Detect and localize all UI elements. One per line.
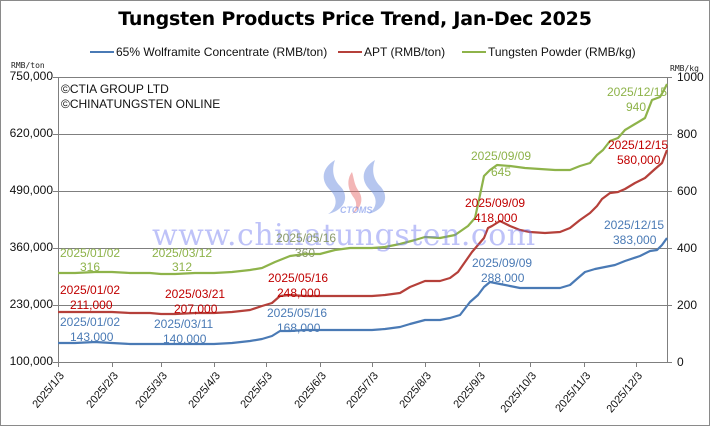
- legend-swatch-powder: [462, 51, 486, 53]
- legend-swatch-apt: [338, 51, 362, 53]
- left-tick: 360,000: [9, 240, 53, 254]
- left-axis-unit: RMB/ton: [11, 61, 45, 70]
- annotation-concentrate-value: 140,000: [163, 332, 207, 346]
- right-tick: 600: [677, 184, 698, 198]
- series-line-powder: [58, 83, 668, 276]
- copyright-line: ©CTIA GROUP LTD: [61, 82, 169, 96]
- annotation-apt-date: 2025/09/09: [465, 196, 526, 210]
- annotation-apt-date: 2025/12/15: [608, 138, 669, 152]
- copyright-line: ©CHINATUNGSTEN ONLINE: [61, 97, 221, 111]
- annotation-concentrate-date: 2025/03/11: [154, 317, 214, 331]
- annotation-apt-date: 2025/03/21: [165, 287, 226, 301]
- annotation-concentrate-date: 2025/09/09: [472, 256, 533, 270]
- annotation-powder-value: 940: [626, 100, 647, 114]
- annotation-apt-date: 2025/01/02: [60, 283, 121, 297]
- annotation-apt-value: 211,000: [70, 298, 113, 312]
- annotation-apt-date: 2025/05/16: [268, 271, 329, 285]
- annotation-powder-value: 312: [172, 260, 193, 274]
- left-tick: 750,000: [9, 69, 53, 83]
- annotation-apt-value: 248,000: [277, 286, 321, 300]
- annotation-concentrate-value: 143,000: [70, 330, 114, 344]
- right-tick: 800: [677, 127, 698, 141]
- right-tick: 200: [677, 298, 698, 312]
- annotation-apt-value: 418,000: [474, 211, 518, 225]
- left-tick: 230,000: [9, 297, 53, 311]
- left-tick: 490,000: [9, 183, 53, 197]
- left-tick: 620,000: [9, 126, 53, 140]
- right-axis-unit: RMB/kg: [670, 64, 699, 73]
- annotation-apt-value: 580,000: [617, 153, 661, 167]
- left-tick: 100,000: [9, 354, 53, 368]
- annotation-concentrate-date: 2025/12/15: [604, 218, 665, 232]
- legend-label: 65% Wolframite Concentrate (RMB/ton): [116, 45, 328, 59]
- annotation-concentrate-date: 2025/05/16: [267, 306, 328, 320]
- legend-label: Tungsten Powder (RMB/kg): [488, 45, 636, 59]
- series-line-concentrate: [58, 237, 668, 346]
- annotation-concentrate-value: 288,000: [481, 271, 525, 285]
- annotation-powder-value: 360: [295, 246, 316, 260]
- annotation-powder-date: 2025/05/16: [276, 231, 337, 245]
- right-tick: 1000: [677, 70, 704, 84]
- legend-item-concentrate: 65% Wolframite Concentrate (RMB/ton): [90, 45, 327, 59]
- annotation-powder-value: 316: [80, 260, 101, 274]
- watermark-logo-text: CTOMS: [340, 205, 373, 215]
- annotation-powder-date: 2025/01/02: [60, 246, 121, 260]
- annotation-concentrate-date: 2025/01/02: [60, 315, 121, 329]
- legend-item-apt: APT (RMB/ton): [338, 45, 445, 59]
- annotation-apt-value: 207,000: [174, 302, 218, 316]
- ctoms-logo-icon: [323, 160, 386, 214]
- series-line-apt: [58, 149, 669, 316]
- annotation-powder-date: 2025/09/09: [471, 149, 532, 163]
- chart-title: Tungsten Products Price Trend, Jan-Dec 2…: [118, 8, 592, 30]
- legend-label: APT (RMB/ton): [364, 45, 446, 59]
- annotation-concentrate-date: 168,000: [277, 321, 321, 335]
- legend-item-powder: Tungsten Powder (RMB/kg): [462, 45, 636, 59]
- annotation-powder-date: 2025/12/15: [607, 85, 668, 99]
- annotation-powder-value: 645: [491, 165, 512, 179]
- annotation-powder-date: 2025/03/12: [152, 246, 213, 260]
- legend-swatch-concentrate: [90, 51, 114, 53]
- watermark-text: www.chinatungsten.com: [152, 218, 536, 253]
- right-tick: 400: [677, 241, 698, 255]
- annotation-concentrate-value: 383,000: [613, 233, 657, 247]
- right-tick: 0: [677, 355, 684, 369]
